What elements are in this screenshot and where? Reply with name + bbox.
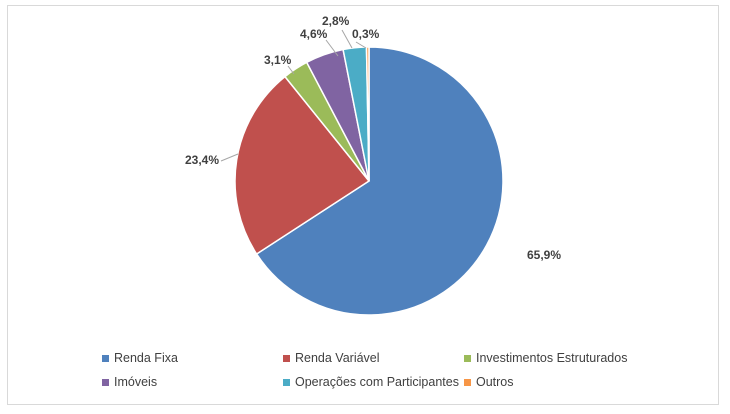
legend-swatch: [283, 354, 290, 362]
legend-item-investimentos-estruturados: Investimentos Estruturados: [464, 351, 627, 365]
pie-slice-outros: [365, 46, 370, 182]
chart-frame: 65,9% 23,4% 3,1% 4,6% 2,8% 0,3% Renda Fixa Re…: [7, 5, 719, 405]
legend-item-outros: Outros: [464, 375, 514, 389]
pie-slice-renda-fixa: [255, 46, 504, 316]
pie-chart: 65,9% 23,4% 3,1% 4,6%2,8%0,3%: [185, 14, 561, 316]
legend-item-renda-variavel: Renda Variável: [283, 351, 380, 365]
legend-swatch: [464, 354, 471, 362]
legend-item-operacoes-com-participantes: Operações com Participantes: [283, 375, 459, 389]
legend-swatch: [102, 378, 109, 386]
data-label: 65,9%: [527, 248, 561, 262]
leader-line: [220, 153, 239, 162]
legend-swatch: [464, 378, 471, 386]
legend-item-renda-fixa: Renda Fixa: [102, 351, 178, 365]
leader-line: [355, 41, 367, 49]
leader-line: [325, 39, 339, 57]
data-label: 0,3%: [352, 27, 380, 41]
legend-item-imoveis: Imóveis: [102, 375, 157, 389]
pie-slice-renda-variavel: [234, 75, 371, 256]
legend-swatch: [283, 378, 290, 386]
legend-label: Investimentos Estruturados: [476, 351, 628, 365]
data-label: 2,8%: [322, 14, 350, 28]
legend-label: Renda Fixa: [114, 351, 178, 365]
data-label: 4,6%: [300, 27, 328, 41]
data-label: 3,1%: [264, 53, 292, 67]
legend-label: Operações com Participantes: [295, 375, 459, 389]
leader-line: [341, 29, 353, 49]
legend-label: Outros: [476, 375, 514, 389]
legend-label: Renda Variável: [295, 351, 380, 365]
data-label: 23,4%: [185, 153, 219, 167]
leader-line: [287, 65, 295, 75]
legend-label: Imóveis: [114, 375, 158, 389]
legend-swatch: [102, 354, 109, 362]
